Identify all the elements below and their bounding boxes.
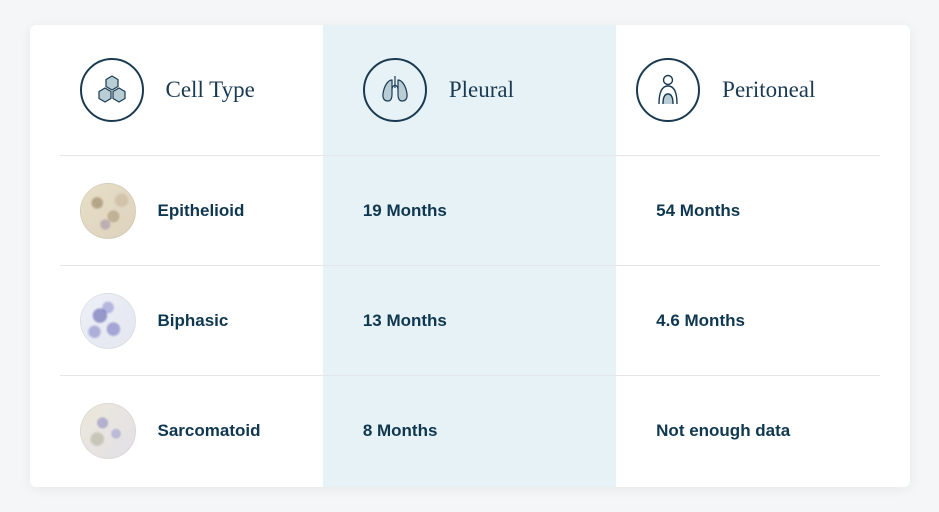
header-peritoneal: Peritoneal [606, 58, 879, 122]
cell-type-label: Sarcomatoid [158, 421, 261, 441]
header-pleural: Pleural [333, 58, 606, 122]
value-label: 54 Months [656, 201, 740, 221]
peritoneal-value: Not enough data [606, 421, 879, 441]
value-label: 8 Months [363, 421, 438, 441]
header-label: Pleural [449, 77, 514, 103]
value-label: 13 Months [363, 311, 447, 331]
histology-thumb-icon [80, 293, 136, 349]
table-row: Epithelioid 19 Months 54 Months [60, 155, 880, 265]
pleural-value: 19 Months [333, 201, 606, 221]
table-row: Biphasic 13 Months 4.6 Months [60, 265, 880, 375]
table: Cell Type Pleural [30, 25, 910, 485]
header-label: Peritoneal [722, 77, 815, 103]
pleural-value: 8 Months [333, 421, 606, 441]
value-label: 19 Months [363, 201, 447, 221]
torso-icon [636, 58, 700, 122]
pleural-value: 13 Months [333, 311, 606, 331]
lungs-icon [363, 58, 427, 122]
cell-type: Epithelioid [60, 183, 333, 239]
cell-type: Sarcomatoid [60, 403, 333, 459]
hex-cells-icon [80, 58, 144, 122]
header-cell-type: Cell Type [60, 58, 333, 122]
header-label: Cell Type [166, 77, 255, 103]
value-label: Not enough data [656, 421, 790, 441]
peritoneal-value: 54 Months [606, 201, 879, 221]
cell-type-label: Epithelioid [158, 201, 245, 221]
histology-thumb-icon [80, 403, 136, 459]
cell-type: Biphasic [60, 293, 333, 349]
peritoneal-value: 4.6 Months [606, 311, 879, 331]
table-row: Sarcomatoid 8 Months Not enough data [60, 375, 880, 485]
cell-type-label: Biphasic [158, 311, 229, 331]
value-label: 4.6 Months [656, 311, 745, 331]
table-header-row: Cell Type Pleural [60, 25, 880, 155]
data-table-card: Cell Type Pleural [30, 25, 910, 487]
histology-thumb-icon [80, 183, 136, 239]
